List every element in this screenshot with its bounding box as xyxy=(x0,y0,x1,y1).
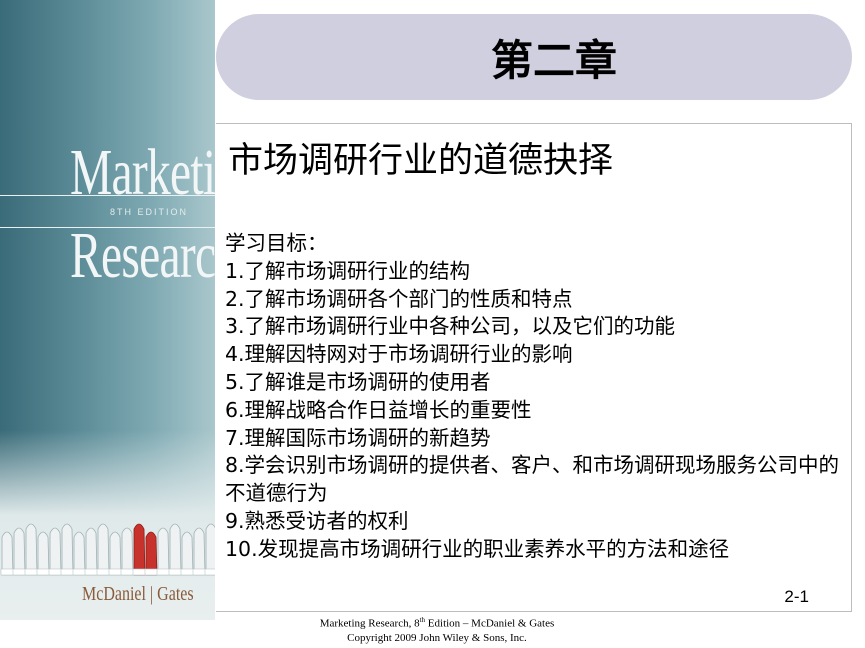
sneaker-sole xyxy=(108,568,123,576)
sneaker xyxy=(181,531,194,576)
cover-title-research: Research xyxy=(70,219,215,292)
sneaker-sole xyxy=(204,568,215,576)
sneaker-sole xyxy=(96,568,111,576)
sneaker xyxy=(193,527,206,576)
cover-edition: 8TH EDITION xyxy=(110,207,189,217)
cover-title-marketing: Marketing xyxy=(70,136,215,209)
sneaker-sole xyxy=(24,568,39,576)
sneaker xyxy=(13,527,26,576)
sneaker-sole xyxy=(48,568,63,576)
sneaker xyxy=(121,527,134,576)
sneaker xyxy=(61,523,74,576)
book-cover: Marketing 8TH EDITION Research McDaniel … xyxy=(0,0,215,620)
sneaker-sole xyxy=(12,568,27,576)
sneaker-sole xyxy=(0,568,15,576)
sneaker-sole xyxy=(144,568,159,576)
objective-item: 7.理解国际市场调研的新趋势 xyxy=(225,425,491,450)
footer-line-1: Marketing Research, 8th Edition – McDani… xyxy=(319,616,555,630)
sneaker xyxy=(133,523,146,576)
cover-authors: McDaniel | Gates xyxy=(82,583,194,605)
sneaker xyxy=(145,531,158,576)
objective-item: 3.了解市场调研行业中各种公司，以及它们的功能 xyxy=(225,314,676,339)
sneaker xyxy=(73,531,86,576)
chapter-header: 第二章 xyxy=(216,14,852,100)
sneaker xyxy=(37,531,50,576)
sneaker-sole xyxy=(192,568,207,576)
sneaker xyxy=(205,523,215,576)
sneaker-sole xyxy=(132,568,147,576)
slide-title: 市场调研行业的道德抉择 xyxy=(228,141,614,181)
sneaker xyxy=(49,527,62,576)
objective-item: 5.了解谁是市场调研的使用者 xyxy=(225,369,491,394)
chapter-title: 第二章 xyxy=(490,35,617,85)
objectives-heading: 学习目标： xyxy=(225,231,328,255)
sneaker xyxy=(1,531,14,576)
sneaker xyxy=(85,527,98,576)
page-number: 2-1 xyxy=(784,587,809,606)
objective-item: 2.了解市场调研各个部门的性质和特点 xyxy=(225,286,573,311)
sneaker xyxy=(157,527,170,576)
cover-divider xyxy=(0,227,215,228)
objectives-list: 学习目标： 1.了解市场调研行业的结构 2.了解市场调研各个部门的性质和特点 3… xyxy=(225,230,847,564)
sneaker-sole xyxy=(180,568,195,576)
cover-divider xyxy=(0,195,215,196)
sneaker-sole xyxy=(156,568,171,576)
sneaker-sole xyxy=(168,568,183,576)
objective-item: 1.了解市场调研行业的结构 xyxy=(225,258,471,283)
sneaker-sole xyxy=(60,568,75,576)
objective-item: 8.学会识别市场调研的提供者、客户、和市场调研现场服务公司中的不道德行为 xyxy=(225,453,840,506)
sneaker xyxy=(109,531,122,576)
footer: Marketing Research, 8th Edition – McDani… xyxy=(306,613,568,645)
objective-item: 10.发现提高市场调研行业的职业素养水平的方法和途径 xyxy=(225,536,730,561)
sneaker-sole xyxy=(120,568,135,576)
sneaker xyxy=(25,523,38,576)
sneaker xyxy=(97,523,110,576)
sneakers-illustration xyxy=(0,523,215,576)
sneaker-sole xyxy=(36,568,51,576)
sneaker-sole xyxy=(72,568,87,576)
objective-item: 4.理解因特网对于市场调研行业的影响 xyxy=(225,342,573,367)
footer-line-2: Copyright 2009 John Wiley & Sons, Inc. xyxy=(347,631,527,644)
sneaker xyxy=(169,523,182,576)
sneaker-sole xyxy=(84,568,99,576)
objective-item: 9.熟悉受访者的权利 xyxy=(225,508,409,533)
objective-item: 6.理解战略合作日益增长的重要性 xyxy=(225,397,532,422)
content-panel: 市场调研行业的道德抉择 学习目标： 1.了解市场调研行业的结构 2.了解市场调研… xyxy=(216,123,852,612)
